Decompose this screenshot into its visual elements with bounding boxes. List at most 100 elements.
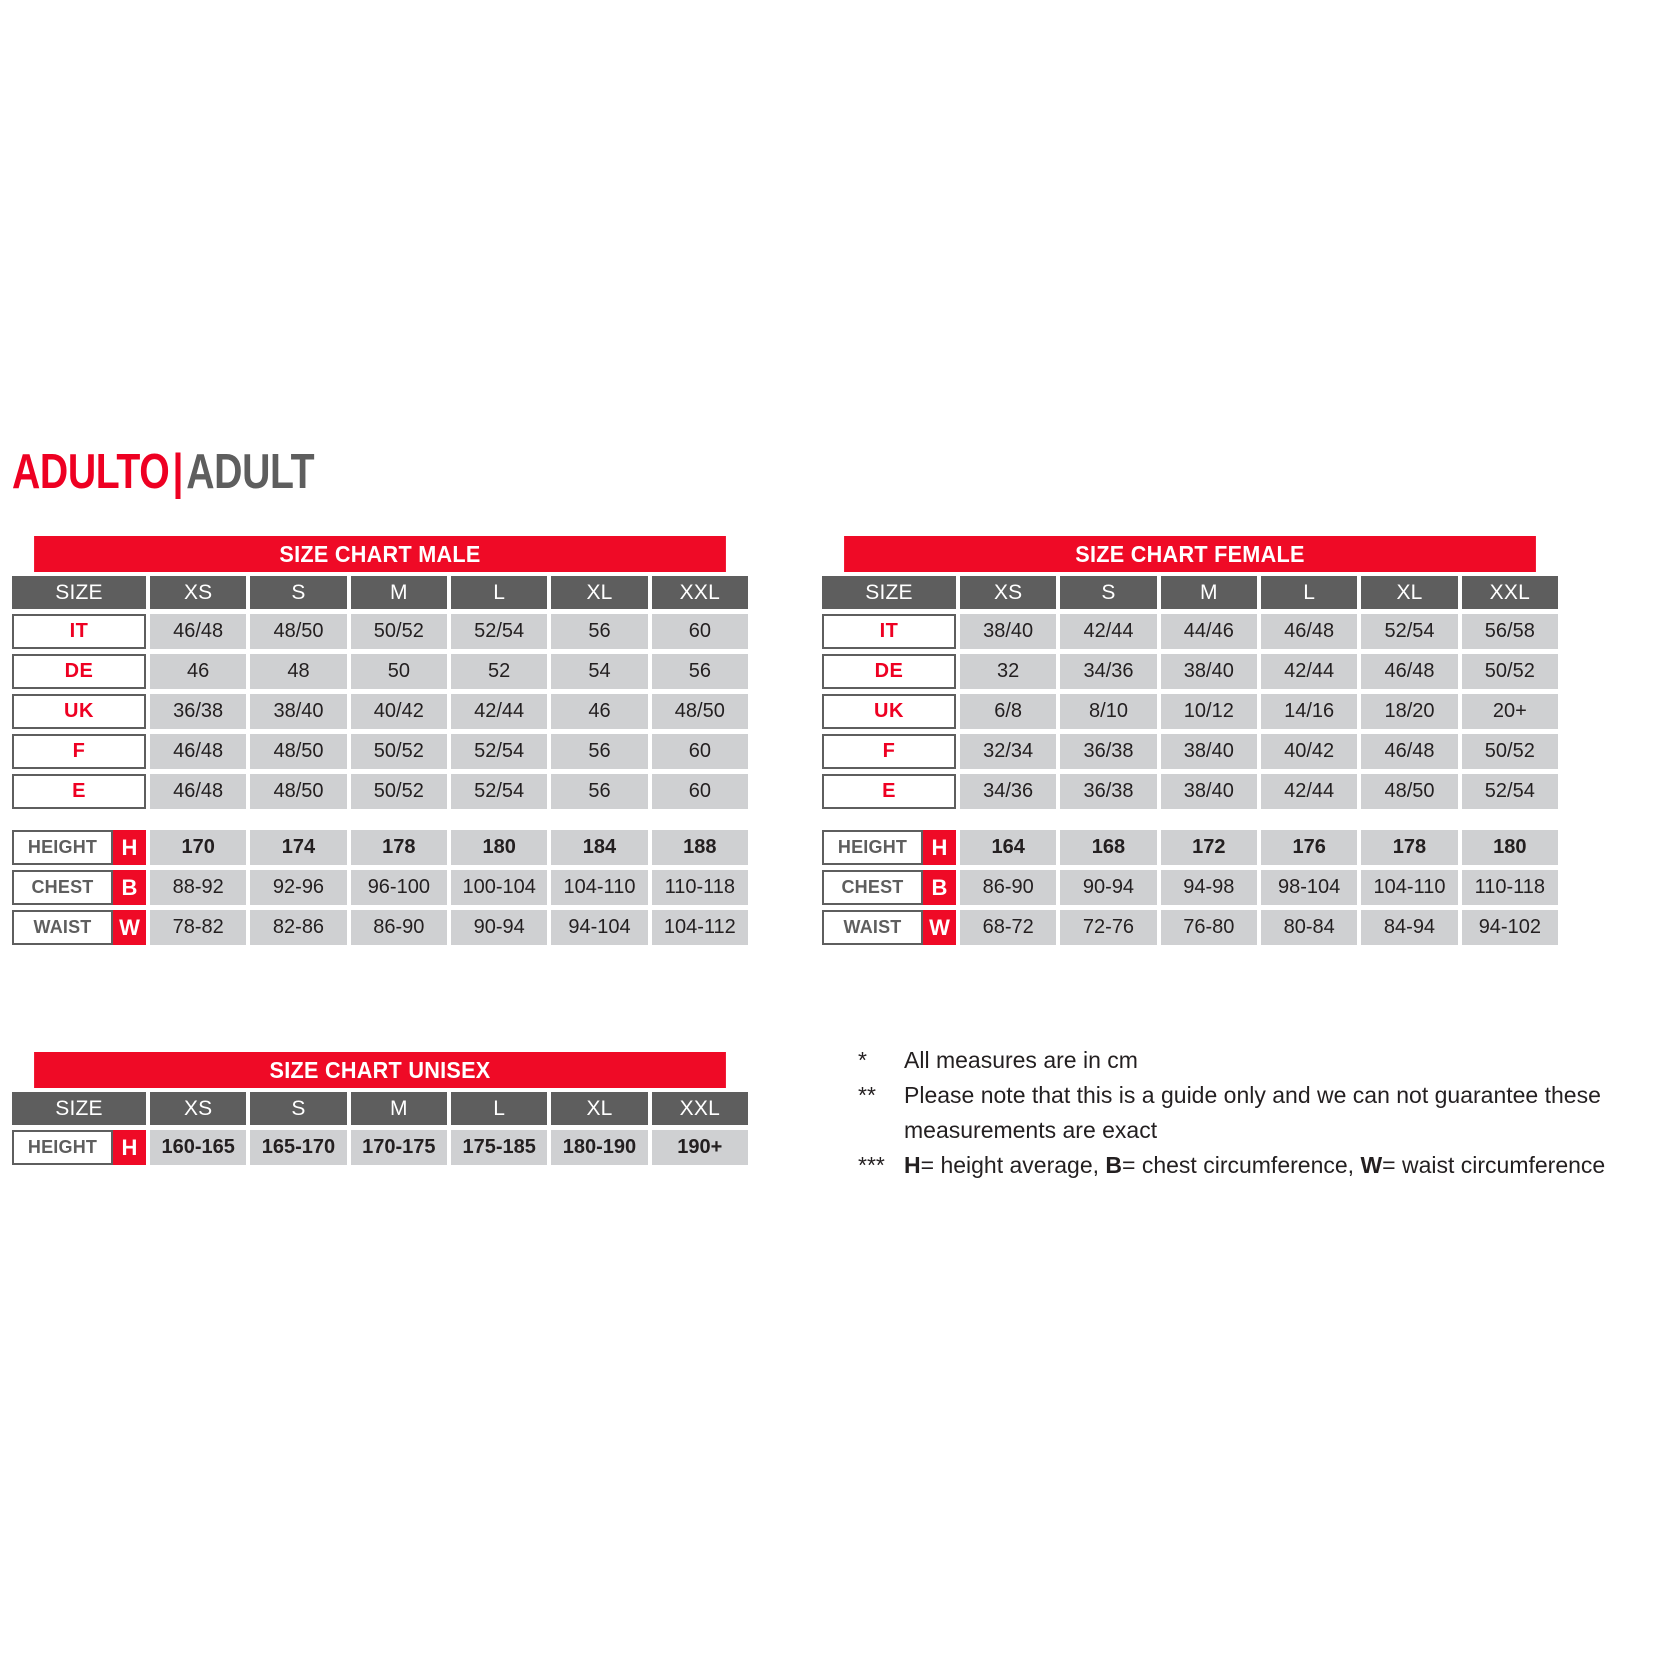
table-cell: 82-86 xyxy=(250,910,347,945)
table-cell: 32 xyxy=(960,654,1057,689)
row-label-height: HEIGHT H xyxy=(12,1130,146,1165)
row-separator xyxy=(822,814,1558,825)
column-header-s: S xyxy=(250,576,347,609)
table-cell: 46 xyxy=(150,654,247,689)
row-label-f: F xyxy=(12,734,146,769)
table-cell: 44/46 xyxy=(1160,614,1257,649)
table-cell: 38/40 xyxy=(1160,654,1257,689)
table-cell: 104-110 xyxy=(1361,870,1458,905)
measure-badge-w: W xyxy=(113,910,146,945)
page-title-separator: | xyxy=(172,445,184,499)
table-cell: 184 xyxy=(551,830,648,865)
table-cell: 90-94 xyxy=(451,910,548,945)
table-cell: 104-110 xyxy=(551,870,648,905)
table-cell: 10/12 xyxy=(1160,694,1257,729)
chart-title-female: SIZE CHART FEMALE xyxy=(844,536,1536,572)
table-cell: 60 xyxy=(651,774,748,809)
measure-badge-w: W xyxy=(923,910,956,945)
table-cell: 98-104 xyxy=(1261,870,1358,905)
column-header-size: SIZE xyxy=(822,576,956,609)
table-cell: 178 xyxy=(350,830,447,865)
measure-badge-b: B xyxy=(113,870,146,905)
page-title-english: ADULT xyxy=(186,445,315,499)
measure-badge-h: H xyxy=(113,830,146,865)
table-cell: 38/40 xyxy=(250,694,347,729)
note-item: * All measures are in cm xyxy=(858,1043,1648,1078)
column-header-xl: XL xyxy=(551,576,648,609)
note-item: ** Please note that this is a guide only … xyxy=(858,1078,1648,1148)
table-cell: 48/50 xyxy=(250,734,347,769)
table-cell: 176 xyxy=(1261,830,1358,865)
table-cell: 72-76 xyxy=(1060,910,1157,945)
table-cell: 94-98 xyxy=(1160,870,1257,905)
table-cell: 174 xyxy=(250,830,347,865)
table-cell: 188 xyxy=(651,830,748,865)
table-cell: 46/48 xyxy=(1261,614,1358,649)
notes-block: * All measures are in cm ** Please note tha… xyxy=(858,1043,1648,1183)
column-header-m: M xyxy=(350,1092,447,1125)
row-label-waist: WAIST W xyxy=(822,910,956,945)
table-cell: 56 xyxy=(551,774,648,809)
row-label-e: E xyxy=(12,774,146,809)
column-header-l: L xyxy=(1261,576,1358,609)
size-chart-male: SIZE CHART MALE SIZE XS S M L XL XXL IT 46/48 48/… xyxy=(12,536,748,945)
table-cell: 46/48 xyxy=(1361,654,1458,689)
table-cell: 54 xyxy=(551,654,648,689)
table-cell: 48/50 xyxy=(250,774,347,809)
table-cell: 40/42 xyxy=(350,694,447,729)
measure-badge-h: H xyxy=(113,1130,146,1165)
row-label-de: DE xyxy=(12,654,146,689)
table-cell: 34/36 xyxy=(960,774,1057,809)
table-cell: 170 xyxy=(150,830,247,865)
chart-title-unisex: SIZE CHART UNISEX xyxy=(34,1052,726,1088)
row-label-height: HEIGHT H xyxy=(12,830,146,865)
table-cell: 42/44 xyxy=(451,694,548,729)
table-cell: 96-100 xyxy=(350,870,447,905)
column-header-size: SIZE xyxy=(12,1092,146,1125)
table-cell: 168 xyxy=(1060,830,1157,865)
table-cell: 52/54 xyxy=(451,734,548,769)
table-cell: 160-165 xyxy=(150,1130,247,1165)
table-cell: 50 xyxy=(350,654,447,689)
table-cell: 180 xyxy=(451,830,548,865)
column-header-l: L xyxy=(451,1092,548,1125)
row-separator xyxy=(12,814,748,825)
row-label-it: IT xyxy=(822,614,956,649)
row-label-chest: CHEST B xyxy=(12,870,146,905)
table-cell: 52/54 xyxy=(1361,614,1458,649)
table-cell: 110-118 xyxy=(1461,870,1558,905)
column-header-xxl: XXL xyxy=(1461,576,1558,609)
note-marker: ** xyxy=(858,1082,876,1108)
table-cell: 86-90 xyxy=(350,910,447,945)
table-cell: 170-175 xyxy=(350,1130,447,1165)
table-cell: 42/44 xyxy=(1261,654,1358,689)
measure-label: WAIST xyxy=(12,910,113,945)
column-header-xxl: XXL xyxy=(651,1092,748,1125)
size-chart-unisex-grid: SIZE XS S M L XL XXL HEIGHT H 160-165 165-170 170-1… xyxy=(12,1092,748,1165)
row-label-de: DE xyxy=(822,654,956,689)
table-cell: 52/54 xyxy=(451,614,548,649)
column-header-l: L xyxy=(451,576,548,609)
measure-label: CHEST xyxy=(12,870,113,905)
row-label-height: HEIGHT H xyxy=(822,830,956,865)
table-cell: 178 xyxy=(1361,830,1458,865)
row-label-waist: WAIST W xyxy=(12,910,146,945)
table-cell: 8/10 xyxy=(1060,694,1157,729)
table-cell: 56/58 xyxy=(1461,614,1558,649)
table-cell: 38/40 xyxy=(960,614,1057,649)
size-chart-female: SIZE CHART FEMALE SIZE XS S M L XL XXL IT 38/40 4… xyxy=(822,536,1558,945)
table-cell: 46/48 xyxy=(1361,734,1458,769)
table-cell: 36/38 xyxy=(150,694,247,729)
column-header-xl: XL xyxy=(551,1092,648,1125)
measure-badge-h: H xyxy=(923,830,956,865)
table-cell: 36/38 xyxy=(1060,774,1157,809)
table-cell: 100-104 xyxy=(451,870,548,905)
table-cell: 42/44 xyxy=(1261,774,1358,809)
table-cell: 110-118 xyxy=(651,870,748,905)
table-cell: 50/52 xyxy=(1461,734,1558,769)
table-cell: 56 xyxy=(651,654,748,689)
table-cell: 32/34 xyxy=(960,734,1057,769)
table-cell: 46 xyxy=(551,694,648,729)
row-label-it: IT xyxy=(12,614,146,649)
table-cell: 48/50 xyxy=(1361,774,1458,809)
